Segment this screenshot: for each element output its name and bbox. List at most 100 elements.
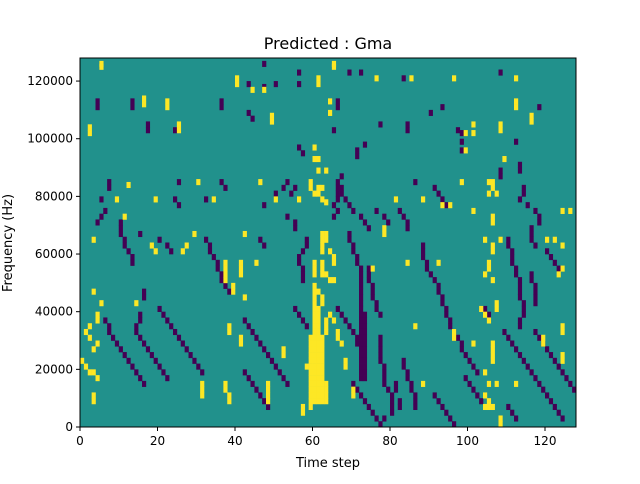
heatmap-cell-low — [366, 277, 371, 284]
heatmap-cell-low — [436, 190, 441, 197]
heatmap-cell-low — [378, 357, 383, 364]
heatmap-cell-high — [393, 196, 399, 203]
x-tick-label: 20 — [150, 434, 165, 448]
heatmap-cell-low — [510, 254, 515, 261]
heatmap-cell-high — [99, 63, 104, 70]
heatmap-cell-low — [533, 207, 538, 214]
heatmap-cell-high — [308, 369, 313, 376]
heatmap-cell-low — [405, 375, 410, 382]
heatmap-cell-high — [312, 380, 317, 387]
heatmap-cell-low — [351, 248, 356, 255]
heatmap-cell-low — [359, 323, 364, 330]
heatmap-cell-low — [130, 98, 135, 105]
heatmap-cell-high — [490, 248, 495, 255]
heatmap-cell-low — [351, 207, 356, 214]
heatmap-cell-low — [362, 311, 368, 318]
heatmap-cell-low — [254, 386, 259, 393]
heatmap-cell-high — [308, 346, 313, 353]
heatmap-cell-high — [316, 386, 321, 393]
heatmap-cell-low — [207, 248, 213, 255]
heatmap-cell-low — [537, 219, 542, 226]
heatmap-cell-low — [285, 179, 290, 186]
heatmap-cell-low — [393, 380, 399, 387]
heatmap-cell-high — [312, 375, 317, 382]
heatmap-cell-high — [211, 196, 216, 203]
heatmap-cell-low — [467, 357, 472, 364]
heatmap-cell-high — [498, 236, 503, 243]
heatmap-cell-high — [312, 265, 317, 272]
heatmap-cell-high — [180, 248, 185, 255]
heatmap-cell-low — [359, 352, 364, 359]
heatmap-cell-low — [339, 190, 344, 197]
heatmap-cell-low — [432, 277, 437, 284]
heatmap-cell-high — [87, 369, 92, 376]
heatmap-cell-high — [238, 340, 244, 347]
heatmap-cell-low — [459, 138, 464, 145]
heatmap-cell-high — [149, 242, 154, 249]
heatmap-cell-low — [297, 144, 302, 151]
heatmap-cell-high — [316, 317, 321, 324]
heatmap-cell-high — [227, 323, 232, 330]
heatmap-cell-low — [103, 317, 108, 324]
heatmap-cell-low — [401, 363, 406, 370]
heatmap-cell-low — [362, 323, 368, 330]
heatmap-cell-low — [366, 271, 371, 278]
heatmap-cell-high — [498, 127, 503, 134]
heatmap-cell-high — [556, 271, 561, 278]
heatmap-cell-low — [304, 236, 309, 243]
heatmap-cell-low — [223, 282, 228, 289]
heatmap-cell-high — [463, 147, 468, 154]
heatmap-cell-low — [359, 69, 364, 76]
heatmap-cell-low — [107, 179, 112, 186]
heatmap-cell-high — [502, 156, 507, 163]
heatmap-cell-high — [312, 392, 317, 399]
heatmap-cell-high — [200, 380, 205, 387]
heatmap-cell-high — [95, 311, 100, 318]
heatmap-cell-high — [308, 352, 313, 359]
heatmap-cell-high — [91, 288, 96, 295]
heatmap-cell-high — [87, 124, 92, 131]
heatmap-cell-high — [223, 259, 228, 266]
heatmap-cell-low — [118, 225, 123, 232]
x-axis: 0 20 40 60 80 100 120 — [76, 427, 556, 448]
heatmap-cell-high — [335, 328, 340, 336]
heatmap-cell-low — [432, 392, 437, 399]
heatmap-cell-high — [242, 294, 247, 301]
heatmap-cell-low — [347, 236, 352, 243]
x-tick-label: 60 — [305, 434, 320, 448]
heatmap-cell-low — [142, 294, 147, 301]
heatmap-cell-high — [312, 386, 317, 393]
heatmap-cell-low — [153, 357, 158, 364]
heatmap-cell-low — [378, 346, 383, 353]
heatmap-cell-low — [455, 127, 461, 134]
heatmap-cell-low — [335, 104, 340, 111]
heatmap-cell-high — [316, 346, 321, 353]
heatmap-cell-high — [312, 282, 317, 289]
heatmap-cell-low — [300, 317, 306, 324]
heatmap-cell-high — [266, 398, 271, 405]
heatmap-cell-low — [382, 213, 387, 220]
heatmap-cell-low — [200, 369, 205, 376]
heatmap-cell-low — [219, 98, 224, 105]
heatmap-cell-low — [517, 167, 523, 174]
heatmap-cell-low — [254, 334, 259, 341]
heatmap-cell-low — [192, 357, 197, 364]
heatmap-cell-high — [494, 380, 499, 387]
heatmap-cell-low — [382, 369, 387, 376]
heatmap-cell-low — [359, 311, 364, 318]
heatmap-cell-high — [320, 375, 325, 382]
heatmap-cell-low — [359, 357, 364, 364]
heatmap-cell-high — [320, 352, 325, 359]
heatmap-cell-low — [335, 98, 340, 105]
heatmap-cell-low — [138, 375, 143, 382]
heatmap-cell-low — [424, 259, 430, 266]
heatmap-cell-low — [440, 403, 445, 411]
heatmap-cell-low — [560, 369, 565, 376]
heatmap-cell-low — [459, 340, 464, 347]
heatmap-cell-low — [510, 340, 515, 347]
heatmap-cell-high — [316, 75, 321, 82]
heatmap-cell-low — [165, 375, 170, 382]
heatmap-cell-low — [378, 421, 383, 428]
heatmap-cell-low — [359, 282, 364, 289]
